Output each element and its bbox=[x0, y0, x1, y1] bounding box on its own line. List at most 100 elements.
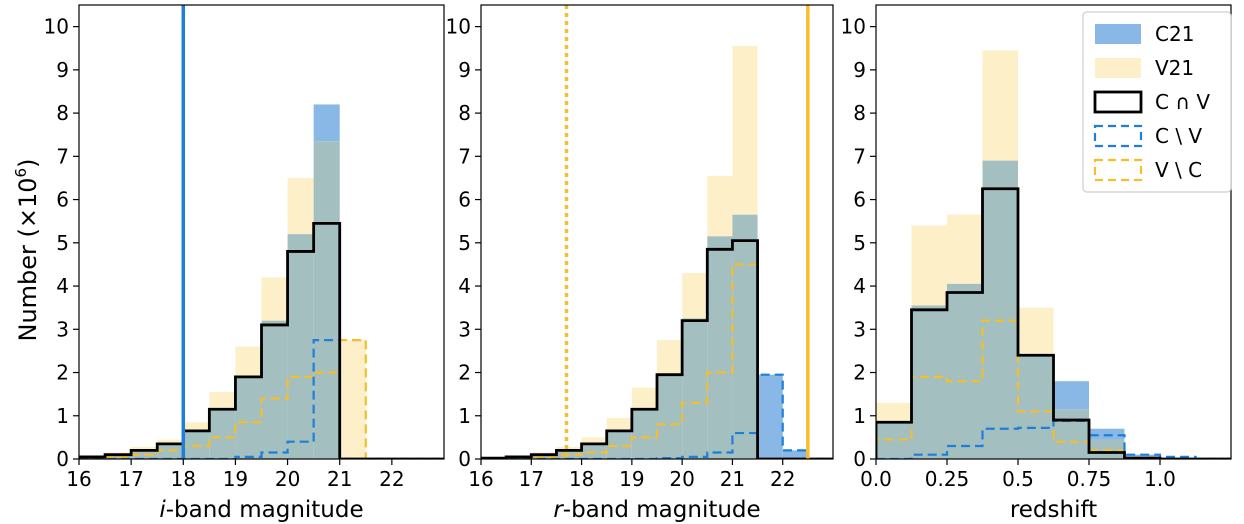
bar-overlap bbox=[707, 236, 733, 459]
y-tick-label: 4 bbox=[853, 274, 866, 298]
x-tick-label: 0.5 bbox=[1002, 467, 1034, 491]
bar-overlap bbox=[531, 454, 557, 459]
bar-v21 bbox=[261, 277, 288, 321]
bar-v21 bbox=[606, 417, 632, 431]
x-tick-label: 22 bbox=[379, 467, 404, 491]
x-tick-label: 20 bbox=[275, 467, 300, 491]
bar-overlap bbox=[682, 318, 708, 459]
bar-overlap bbox=[313, 141, 340, 459]
y-tick-label: 8 bbox=[56, 101, 69, 125]
axes-frame bbox=[78, 4, 445, 460]
x-tick-label: 1.0 bbox=[1144, 467, 1176, 491]
x-tick-label: 18 bbox=[171, 467, 196, 491]
legend: C21 V21 C ∩ V C \ V V \ C bbox=[1082, 11, 1232, 193]
axes-frame bbox=[480, 4, 834, 460]
y-tick-label: 7 bbox=[458, 144, 471, 168]
legend-label-v21: V21 bbox=[1155, 56, 1194, 80]
panel-redshift: 0.0 0.25 0.5 0.75 1.0 0 1 2 3 4 5 6 7 8 9 10 redshift bbox=[841, 4, 1232, 523]
bar-v21 bbox=[732, 46, 758, 215]
y-tick-label: 2 bbox=[56, 361, 69, 385]
step-c-minus-v bbox=[481, 373, 833, 459]
bar-overlap bbox=[287, 234, 314, 459]
step-v-minus-c bbox=[481, 263, 833, 459]
y-tick-label: 5 bbox=[56, 231, 69, 255]
y-tick-label: 8 bbox=[853, 101, 866, 125]
y-tick-label: 6 bbox=[56, 188, 69, 212]
legend-swatch-c21 bbox=[1095, 24, 1141, 44]
x-tick-label: 19 bbox=[223, 467, 248, 491]
bar-overlap bbox=[235, 376, 262, 459]
bar-overlap bbox=[631, 409, 657, 459]
bar-overlap bbox=[982, 160, 1018, 459]
bar-v21 bbox=[183, 422, 210, 431]
legend-label-c21: C21 bbox=[1155, 22, 1194, 46]
bar-overlap bbox=[131, 450, 158, 459]
y-tick-label: 10 bbox=[841, 15, 866, 39]
x-tick-label: 19 bbox=[619, 467, 644, 491]
y-axis-label: Number (×106) bbox=[12, 159, 42, 342]
step-c-and-v bbox=[876, 187, 1231, 459]
legend-label-cnotv: C \ V bbox=[1155, 124, 1202, 148]
y-tick-label: 2 bbox=[853, 361, 866, 385]
panel-r-band: 16 17 18 19 20 21 22 0 1 2 3 4 5 6 7 8 9 10 r-band magnitu… bbox=[446, 4, 834, 523]
y-tick-label: 10 bbox=[446, 15, 471, 39]
bar-v21 bbox=[556, 446, 582, 451]
bar-v21 bbox=[876, 402, 912, 423]
y-tick-label: 2 bbox=[458, 361, 471, 385]
legend-label-vnotc: V \ C bbox=[1155, 158, 1202, 182]
y-tick-label: 3 bbox=[458, 317, 471, 341]
step-c-and-v bbox=[481, 239, 833, 459]
x-tick-label: 18 bbox=[569, 467, 594, 491]
bar-v21 bbox=[631, 387, 657, 410]
y-tick-label: 3 bbox=[853, 317, 866, 341]
bar-c21 bbox=[313, 104, 340, 142]
legend-box bbox=[1082, 11, 1232, 193]
y-tick-label: 1 bbox=[853, 404, 866, 428]
bar-v21 bbox=[209, 391, 236, 410]
y-tick-label: 6 bbox=[458, 188, 471, 212]
y-tick-label: 5 bbox=[853, 231, 866, 255]
bar-overlap bbox=[209, 409, 236, 459]
step-c-minus-v bbox=[876, 419, 1231, 459]
legend-label-cv: C ∩ V bbox=[1155, 90, 1210, 114]
bar-overlap bbox=[732, 214, 758, 459]
y-tick-label: 9 bbox=[56, 58, 69, 82]
bar-overlap bbox=[947, 283, 983, 459]
bar-overlap bbox=[261, 320, 288, 459]
bar-c21 bbox=[1053, 381, 1089, 410]
bar-v21 bbox=[657, 340, 683, 375]
legend-swatch-v21 bbox=[1095, 58, 1141, 78]
y-tick-label: 0 bbox=[853, 447, 866, 471]
y-tick-label: 7 bbox=[853, 144, 866, 168]
bar-v21 bbox=[131, 446, 158, 451]
bar-overlap bbox=[911, 305, 947, 459]
bar-v21 bbox=[682, 273, 708, 319]
y-tick-label: 9 bbox=[853, 58, 866, 82]
x-axis-label: redshift bbox=[1010, 497, 1097, 523]
bar-overlap bbox=[1018, 355, 1054, 459]
y-tick-label: 3 bbox=[56, 317, 69, 341]
x-tick-label: 0.0 bbox=[860, 467, 892, 491]
y-tick-label: 1 bbox=[458, 404, 471, 428]
legend-swatch-cv bbox=[1093, 90, 1143, 114]
y-tick-label: 1 bbox=[56, 404, 69, 428]
bar-overlap bbox=[657, 374, 683, 459]
y-tick-label: 8 bbox=[458, 101, 471, 125]
y-tick-label: 4 bbox=[458, 274, 471, 298]
step-c-and-v bbox=[79, 221, 444, 459]
y-tick-label: 6 bbox=[853, 188, 866, 212]
bar-v21 bbox=[287, 177, 314, 235]
bar-v21 bbox=[707, 175, 733, 237]
y-tick-label: 5 bbox=[458, 231, 471, 255]
y-tick-label: 10 bbox=[44, 15, 69, 39]
x-tick-label: 16 bbox=[468, 467, 493, 491]
x-tick-label: 17 bbox=[118, 467, 143, 491]
step-c-minus-v bbox=[79, 338, 444, 459]
bar-v21 bbox=[982, 50, 1018, 161]
x-tick-label: 22 bbox=[770, 467, 795, 491]
axes-frame bbox=[875, 4, 1232, 460]
x-tick-label: 0.75 bbox=[1067, 467, 1112, 491]
x-tick-label: 0.25 bbox=[925, 467, 970, 491]
legend-swatch-vnotc bbox=[1093, 158, 1143, 182]
